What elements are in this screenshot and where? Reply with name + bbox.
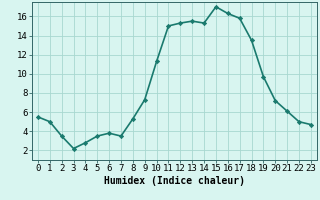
X-axis label: Humidex (Indice chaleur): Humidex (Indice chaleur)	[104, 176, 245, 186]
